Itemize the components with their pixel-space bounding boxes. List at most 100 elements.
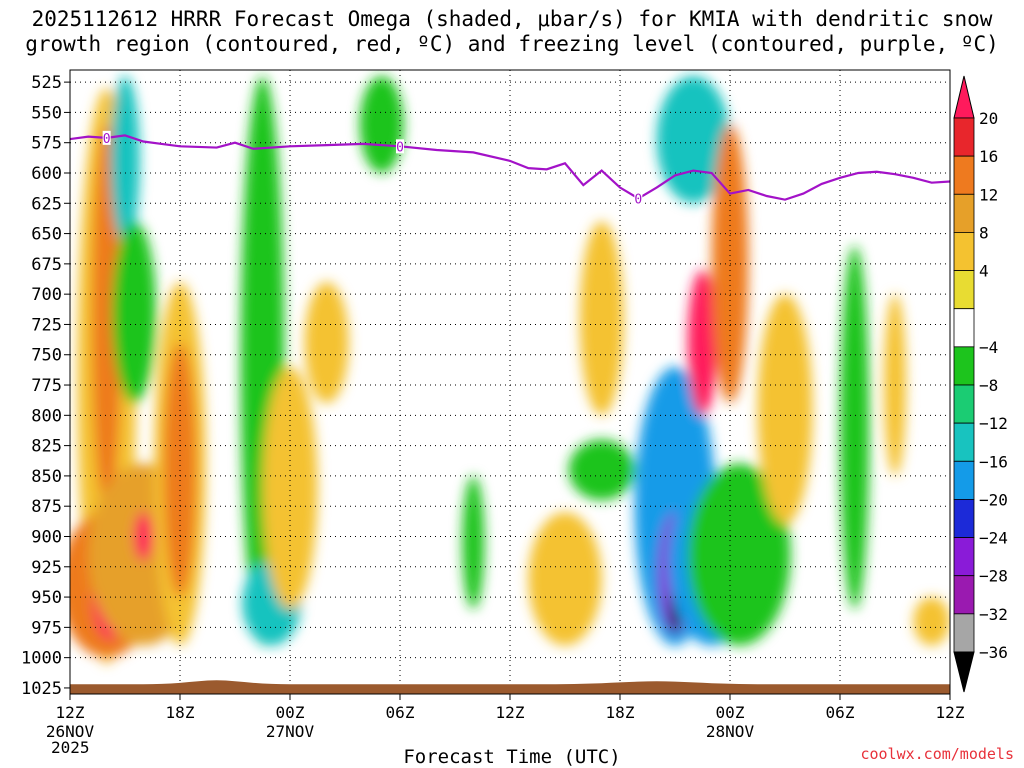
freezing-label-0: 0 (103, 132, 111, 147)
y-tick-label-700: 700 (31, 285, 62, 305)
x-tick-label-5: 18Z (606, 703, 635, 722)
colorbar-bottom-arrow (953, 651, 975, 693)
colorbar: 20 16 12 8 4 −4 −8 −12 −16 −20 −24 −28 −32 −36 (953, 75, 1008, 693)
omega-region-29 (840, 245, 870, 610)
x-tick-label-1: 18Z (166, 703, 195, 722)
y-tick-label-575: 575 (31, 134, 62, 154)
colorbar-label-5: −4 (979, 338, 998, 357)
y-tick-label-1000: 1000 (21, 649, 62, 669)
freezing-label-bg-2 (634, 191, 643, 206)
omega-region-9 (163, 342, 197, 598)
x-tick-label-2: 00Z (276, 703, 305, 722)
colorbar-box-13 (953, 613, 975, 653)
colorbar-label-2: 12 (979, 185, 998, 204)
x-tick-label-7: 06Z (826, 703, 855, 722)
colorbar-box-8 (953, 422, 975, 462)
omega-shading (70, 76, 950, 664)
colorbar-box-7 (953, 384, 975, 424)
colorbar-box-1 (953, 155, 975, 195)
colorbar-top-arrow (953, 75, 975, 119)
y-tick-label-825: 825 (31, 437, 62, 457)
y-tick-label-975: 975 (31, 618, 62, 638)
x-date-label-6: 28NOV (706, 722, 755, 741)
y-tick-label-775: 775 (31, 376, 62, 396)
x-tick-label-6: 00Z (716, 703, 745, 722)
y-tick-label-550: 550 (31, 103, 62, 123)
y-tick-label-750: 750 (31, 346, 62, 366)
colorbar-label-11: −28 (979, 567, 1008, 586)
y-tick-label-675: 675 (31, 255, 62, 275)
year-label: 2025 (51, 738, 90, 757)
colorbar-label-4: 4 (979, 262, 989, 281)
omega-region-4 (110, 76, 140, 246)
colorbar-box-10 (953, 499, 975, 538)
colorbar-label-3: 8 (979, 223, 989, 242)
freezing-label-2: 0 (634, 192, 642, 207)
omega-region-7 (134, 512, 153, 561)
y-tick-label-600: 600 (31, 164, 62, 184)
y-tick-label-925: 925 (31, 558, 62, 578)
omega-region-13 (304, 282, 349, 404)
y-tick-label-525: 525 (31, 73, 62, 93)
freezing-level-labels: 0 0 0 (102, 130, 643, 207)
y-tick-label-1025: 1025 (21, 679, 62, 699)
omega-region-23 (687, 269, 718, 416)
x-date-label-2: 27NOV (266, 722, 315, 741)
colorbar-box-3 (953, 232, 975, 271)
colorbar-label-8: −16 (979, 452, 1008, 471)
y-tick-label-800: 800 (31, 406, 62, 426)
freezing-level-line (70, 134, 950, 201)
freezing-label-bg-0 (102, 130, 111, 145)
chart-title-line2: growth region (contoured, red, ºC) and f… (25, 32, 999, 56)
omega-region-15 (462, 475, 485, 610)
y-tick-label-625: 625 (31, 194, 62, 214)
omega-region-17 (568, 439, 635, 501)
omega-region-12 (262, 366, 318, 610)
colorbar-label-6: −8 (979, 376, 998, 395)
omega-region-22 (656, 76, 730, 204)
omega-region-14 (359, 76, 404, 173)
colorbar-box-4 (953, 270, 975, 310)
y-tick-label-725: 725 (31, 315, 62, 335)
y-tick-label-650: 650 (31, 225, 62, 245)
gridlines (70, 70, 950, 694)
credit-link[interactable]: coolwx.com/models (860, 745, 1014, 763)
omega-region-31 (913, 597, 950, 646)
colorbar-box-9 (953, 460, 975, 500)
terrain-ground (70, 680, 950, 694)
x-tick-label-0: 12Z (56, 703, 85, 722)
y-tick-label-850: 850 (31, 467, 62, 487)
colorbar-label-7: −12 (979, 414, 1008, 433)
y-tick-label-900: 900 (31, 527, 62, 547)
chart-title-line1: 2025112612 HRRR Forecast Omega (shaded, … (31, 7, 993, 31)
colorbar-label-0: 20 (979, 109, 998, 128)
x-axis-title: Forecast Time (UTC) (403, 746, 621, 768)
colorbar-box-11 (953, 537, 975, 577)
y-tick-label-875: 875 (31, 497, 62, 517)
colorbar-label-13: −36 (979, 643, 1008, 662)
colorbar-label-12: −32 (979, 605, 1008, 624)
colorbar-label-9: −20 (979, 490, 1008, 509)
omega-region-5 (112, 221, 157, 404)
colorbar-box-12 (953, 575, 975, 615)
x-tick-label-3: 06Z (386, 703, 415, 722)
freezing-label-1: 0 (396, 140, 404, 155)
y-axis: 525 550 575 600 625 650 675 700 725 750 775 800 825 8… (21, 73, 70, 699)
colorbar-box-2 (953, 193, 975, 233)
y-tick-label-950: 950 (31, 588, 62, 608)
colorbar-label-1: 16 (979, 147, 998, 166)
freezing-label-bg-1 (396, 139, 404, 154)
colorbar-box-6 (953, 346, 975, 386)
colorbar-label-10: −24 (979, 529, 1008, 548)
x-tick-label-8: 12Z (936, 703, 965, 722)
omega-region-1 (92, 124, 122, 513)
x-tick-label-4: 12Z (496, 703, 525, 722)
omega-region-16 (528, 512, 602, 646)
colorbar-box-0 (953, 117, 975, 157)
omega-region-27 (687, 463, 791, 646)
omega-region-18 (579, 221, 624, 416)
x-date-label-0: 26NOV (46, 722, 95, 741)
omega-region-28 (757, 294, 813, 525)
